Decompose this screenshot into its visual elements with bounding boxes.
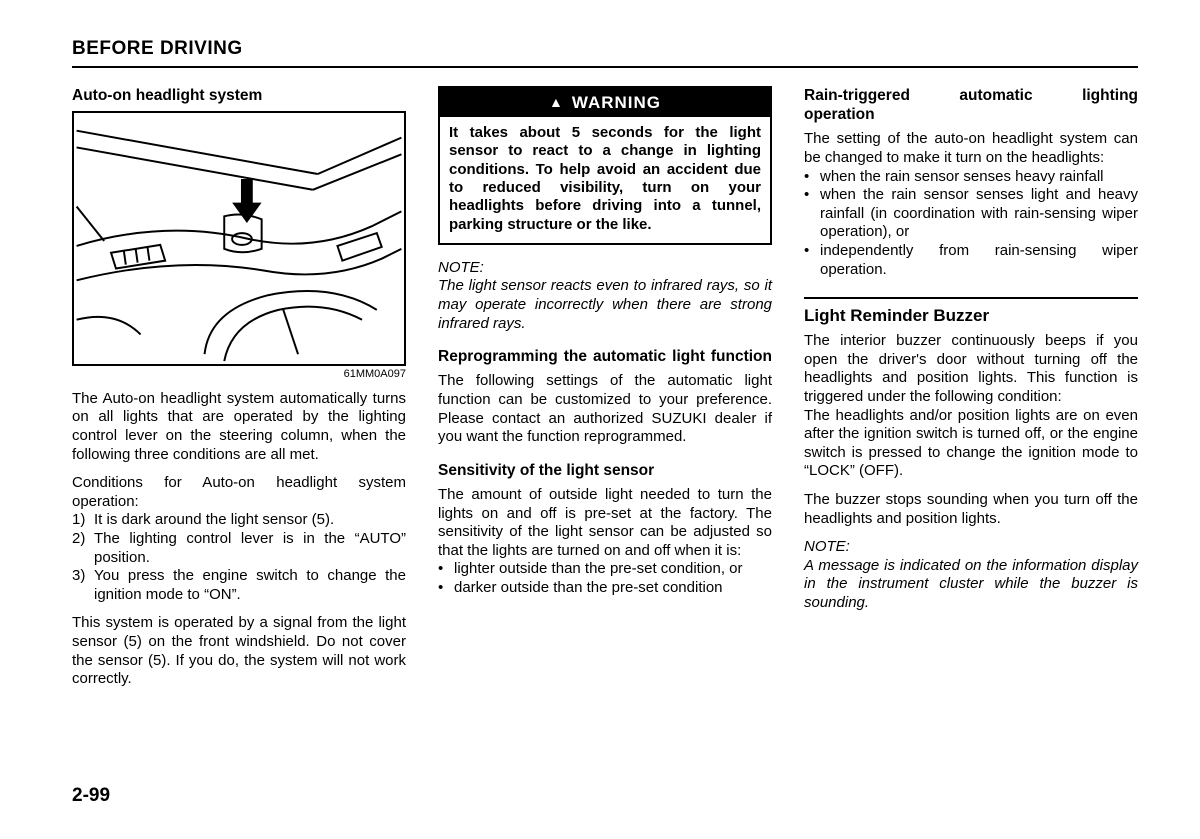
note-label: NOTE:: [438, 259, 772, 278]
col3-p2: The interior buzzer continuously beeps i…: [804, 332, 1138, 406]
cond-text: It is dark around the light sensor (5).: [94, 511, 406, 530]
bullet-item: • when the rain sensor senses heavy rain…: [804, 168, 1138, 187]
condition-3: 3) You press the engine switch to change…: [72, 567, 406, 604]
conditions-list: 1) It is dark around the light sensor (5…: [72, 511, 406, 604]
bullet-item: • when the rain sensor senses light and …: [804, 186, 1138, 242]
diagram-caption: 61MM0A097: [72, 368, 406, 382]
cond-num: 2): [72, 530, 94, 567]
cond-text: You press the engine switch to change th…: [94, 567, 406, 604]
col1-p2: Conditions for Auto-on headlight system …: [72, 474, 406, 511]
column-3: Rain-triggered automatic lighting operat…: [804, 86, 1138, 699]
bullet-text: lighter outside than the pre-set conditi…: [454, 560, 772, 579]
col1-p3: This system is operated by a signal from…: [72, 614, 406, 688]
col3-h2: Light Reminder Buzzer: [804, 297, 1138, 326]
col1-heading: Auto-on headlight system: [72, 86, 406, 105]
h1-line2: operation: [804, 105, 1138, 124]
col2-p3: The amount of outside light needed to tu…: [438, 486, 772, 560]
cond-num: 3): [72, 567, 94, 604]
warning-box: ▲ WARNING It takes about 5 seconds for t…: [438, 86, 772, 245]
col3-h1: Rain-triggered automatic lighting operat…: [804, 86, 1138, 124]
note-label-2: NOTE:: [804, 538, 1138, 557]
col2-h2: Reprogramming the automatic light functi…: [438, 347, 772, 366]
warning-body: It takes about 5 seconds for the light s…: [440, 117, 770, 243]
sensitivity-bullets: • lighter outside than the pre-set condi…: [438, 560, 772, 597]
h1-word: Rain-triggered: [804, 87, 910, 104]
bullet-item: • darker outside than the pre-set condit…: [438, 579, 772, 598]
col2-h3: Sensitivity of the light sensor: [438, 461, 772, 480]
note-body-2: A message is indicated on the informatio…: [804, 557, 1138, 613]
bullet-dot-icon: •: [804, 242, 820, 279]
col1-p1: The Auto-on headlight system automatical…: [72, 390, 406, 464]
h1-word: lighting: [1082, 87, 1138, 104]
cond-num: 1): [72, 511, 94, 530]
dashboard-illustration: [74, 113, 404, 364]
warning-triangle-icon: ▲: [549, 94, 564, 111]
condition-1: 1) It is dark around the light sensor (5…: [72, 511, 406, 530]
bullet-text: independently from rain-sensing wiper op…: [820, 242, 1138, 279]
bullet-text: when the rain sensor senses light and he…: [820, 186, 1138, 242]
col3-p1: The setting of the auto-on headlight sys…: [804, 130, 1138, 167]
warning-label: WARNING: [572, 92, 661, 113]
column-2: ▲ WARNING It takes about 5 seconds for t…: [438, 86, 772, 699]
page-number: 2-99: [72, 785, 110, 807]
note-body: The light sensor reacts even to infrared…: [438, 277, 772, 333]
bullet-dot-icon: •: [438, 579, 454, 598]
bullet-item: • lighter outside than the pre-set condi…: [438, 560, 772, 579]
column-1: Auto-on headlight system: [72, 86, 406, 699]
col3-p3: The headlights and/or position lights ar…: [804, 407, 1138, 481]
h1-word: automatic: [959, 87, 1032, 104]
col3-p4: The buzzer stops sounding when you turn …: [804, 491, 1138, 528]
col2-p2: The following settings of the automatic …: [438, 372, 772, 446]
bullet-dot-icon: •: [804, 186, 820, 242]
bullet-text: darker outside than the pre-set conditio…: [454, 579, 772, 598]
content-columns: Auto-on headlight system: [72, 86, 1138, 699]
condition-2: 2) The lighting control lever is in the …: [72, 530, 406, 567]
cond-text: The lighting control lever is in the “AU…: [94, 530, 406, 567]
bullet-text: when the rain sensor senses heavy rainfa…: [820, 168, 1138, 187]
page-header: BEFORE DRIVING: [72, 38, 1138, 68]
bullet-dot-icon: •: [804, 168, 820, 187]
sensor-diagram: [72, 111, 406, 366]
bullet-item: • independently from rain-sensing wiper …: [804, 242, 1138, 279]
bullet-dot-icon: •: [438, 560, 454, 579]
rain-bullets: • when the rain sensor senses heavy rain…: [804, 168, 1138, 280]
warning-header: ▲ WARNING: [440, 88, 770, 117]
